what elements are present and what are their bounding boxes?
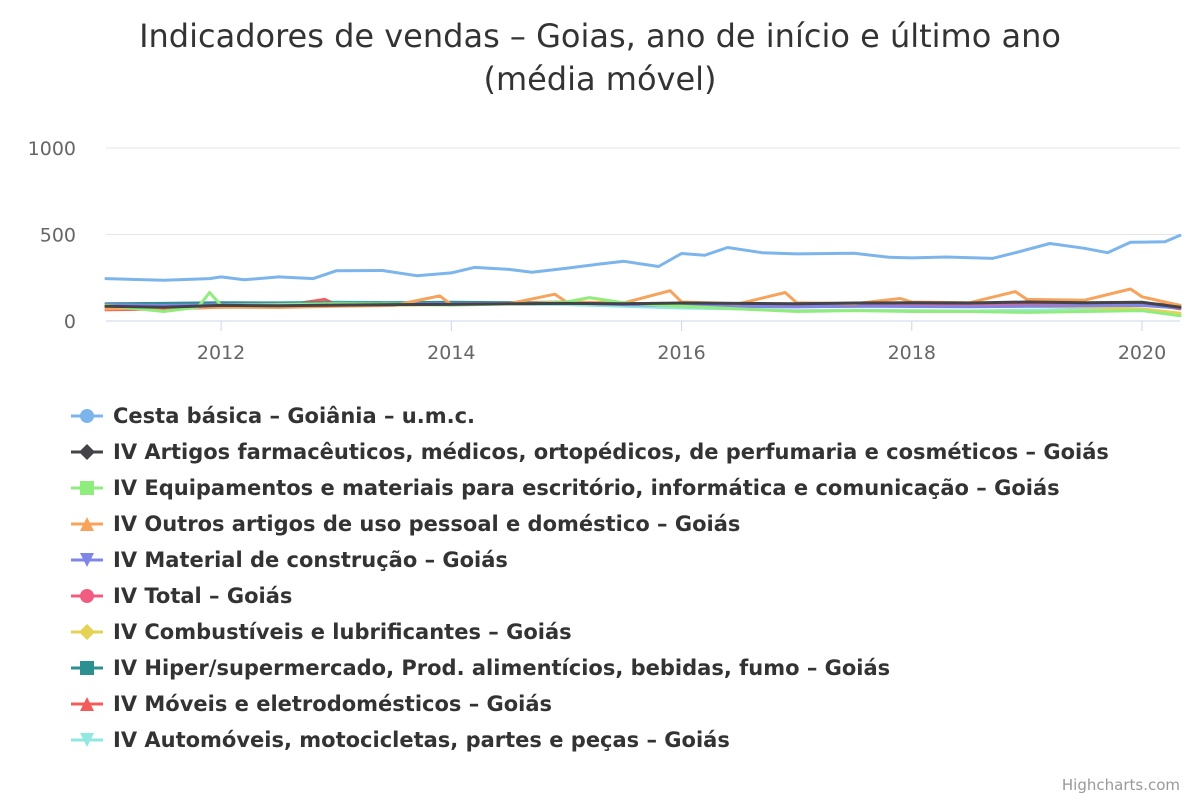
legend-item-1[interactable]: Cesta básica – Goiânia – u.m.c. (71, 404, 475, 428)
x-tick-label: 2018 (888, 342, 936, 364)
chart-subtitle: (média móvel) (483, 60, 716, 98)
legend-item-8[interactable]: IV Hiper/supermercado, Prod. alimentício… (71, 656, 890, 680)
legend-label: IV Equipamentos e materiais para escritó… (113, 476, 1060, 500)
y-tick-label: 500 (40, 225, 76, 247)
legend-item-2[interactable]: IV Artigos farmacêuticos, médicos, ortop… (71, 440, 1109, 464)
x-tick-label: 2012 (197, 342, 245, 364)
series-line-2[interactable] (104, 300, 1182, 309)
axes: 0 500 1000 2012 2014 2016 2018 2020 (28, 138, 1180, 364)
legend-marker-icon (80, 697, 94, 711)
x-tick-label: 2014 (427, 342, 475, 364)
x-tick-label: 2016 (657, 342, 705, 364)
series-line-1[interactable] (104, 233, 1182, 282)
legend-item-3[interactable]: IV Equipamentos e materiais para escritó… (71, 476, 1060, 500)
legend-marker-icon (80, 733, 94, 747)
series-line-3[interactable] (104, 291, 1182, 318)
credits-link[interactable]: Highcharts.com (1062, 776, 1180, 794)
x-tick-label: 2020 (1118, 342, 1166, 364)
legend-marker-icon (80, 553, 94, 567)
legend-item-10[interactable]: IV Automóveis, motocicletas, partes e pe… (71, 728, 730, 752)
legend-item-7[interactable]: IV Combustíveis e lubrificantes – Goiás (71, 620, 572, 644)
legend-label: IV Artigos farmacêuticos, médicos, ortop… (113, 440, 1109, 464)
legend-item-9[interactable]: IV Móveis e eletrodomésticos – Goiás (71, 692, 552, 716)
legend-marker-icon (79, 444, 95, 460)
y-tick-label: 1000 (28, 138, 76, 160)
legend-marker-icon (80, 481, 94, 495)
legend-label: Cesta básica – Goiânia – u.m.c. (113, 404, 475, 428)
legend-item-4[interactable]: IV Outros artigos de uso pessoal e domés… (71, 512, 740, 536)
legend-marker-icon (80, 517, 94, 531)
series-lines (104, 233, 1182, 318)
legend-label: IV Móveis e eletrodomésticos – Goiás (113, 692, 552, 716)
legend-label: IV Material de construção – Goiás (113, 548, 508, 572)
legend-label: IV Combustíveis e lubrificantes – Goiás (113, 620, 572, 644)
legend-marker-icon (79, 624, 95, 640)
y-tick-label: 0 (64, 311, 76, 333)
legend-item-6[interactable]: IV Total – Goiás (71, 584, 292, 608)
chart-title: Indicadores de vendas – Goias, ano de in… (139, 17, 1061, 55)
legend-marker-icon (80, 589, 94, 603)
legend-label: IV Total – Goiás (113, 584, 292, 608)
legend-label: IV Outros artigos de uso pessoal e domés… (113, 512, 740, 536)
legend-item-5[interactable]: IV Material de construção – Goiás (71, 548, 508, 572)
legend-marker-icon (80, 409, 94, 423)
legend-marker-icon (80, 661, 94, 675)
legend: Cesta básica – Goiânia – u.m.c. IV Artigo… (71, 404, 1109, 752)
legend-label: IV Hiper/supermercado, Prod. alimentício… (113, 656, 890, 680)
legend-label: IV Automóveis, motocicletas, partes e pe… (113, 728, 730, 752)
